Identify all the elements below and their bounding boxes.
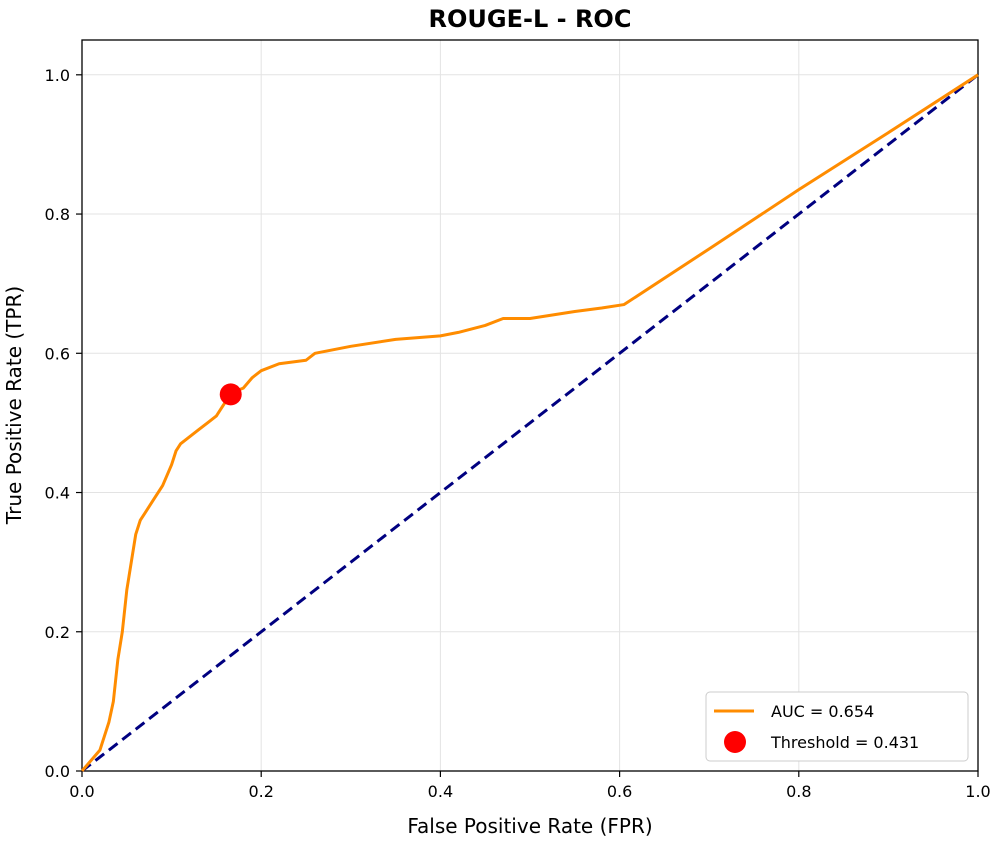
legend-threshold-label: Threshold = 0.431 [770, 733, 919, 752]
axis-ticks: 0.0 0.2 0.4 0.6 0.8 1.0 0.0 0.2 0.4 0.6 0.8 1.0 [45, 66, 991, 801]
chart-title: ROUGE-L - ROC [429, 5, 632, 33]
x-tick-label: 0.2 [248, 782, 273, 801]
y-tick-label: 0.0 [45, 762, 70, 781]
x-tick-label: 0.8 [786, 782, 811, 801]
y-tick-label: 1.0 [45, 66, 70, 85]
legend-roc-label: AUC = 0.654 [771, 702, 874, 721]
x-axis-label: False Positive Rate (FPR) [407, 814, 652, 838]
legend-box [705, 691, 969, 762]
y-tick-label: 0.2 [45, 623, 70, 642]
y-tick-label: 0.4 [45, 484, 70, 503]
y-tick-label: 0.8 [45, 205, 70, 224]
roc-curve-line [80, 73, 979, 772]
diagonal-reference-line [81, 73, 979, 773]
x-tick-label: 0.6 [607, 782, 632, 801]
threshold-point [219, 383, 242, 406]
x-tick-label: 1.0 [965, 782, 990, 801]
x-tick-label: 0.0 [69, 782, 94, 801]
legend-threshold-swatch [724, 731, 746, 753]
y-axis-label: True Positive Rate (TPR) [2, 286, 26, 525]
y-tick-label: 0.6 [45, 344, 70, 363]
grid-lines [81, 40, 979, 772]
plot-frame [81, 39, 979, 772]
x-tick-label: 0.4 [428, 782, 453, 801]
legend: AUC = 0.654 Threshold = 0.431 [705, 691, 969, 762]
